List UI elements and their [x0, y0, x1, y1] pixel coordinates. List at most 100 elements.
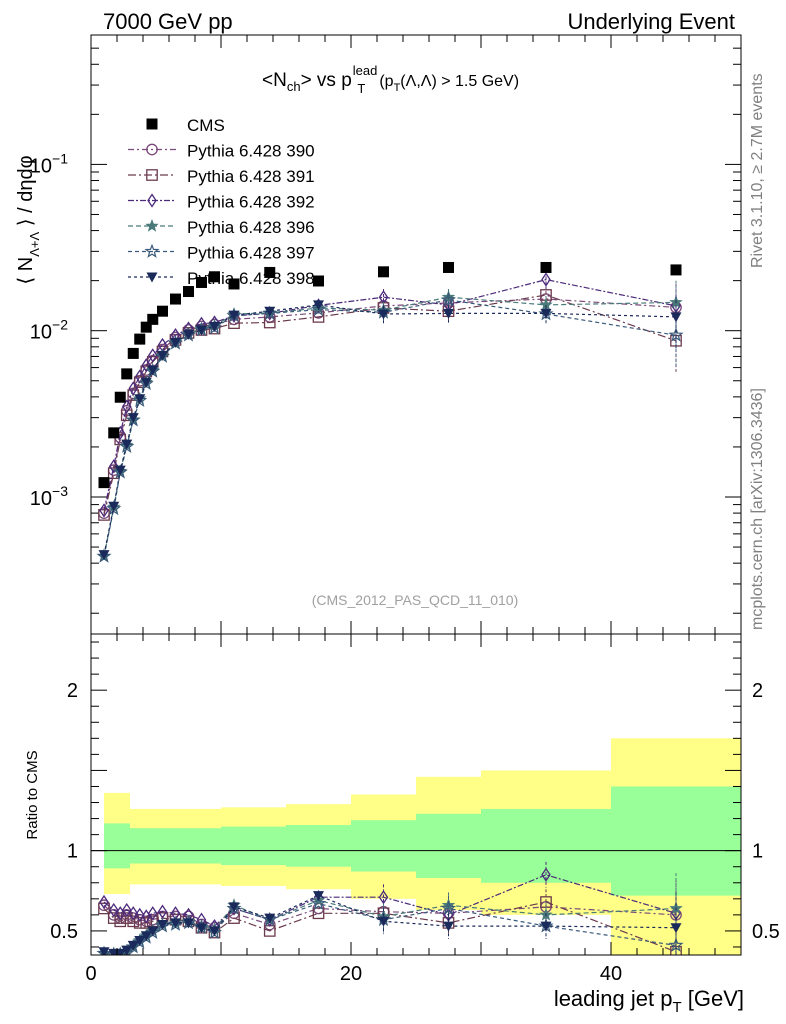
data-point [378, 309, 389, 320]
y-tick-label-ratio-right: 0.5 [752, 921, 780, 943]
side-label-top: Rivet 3.1.10, ≥ 2.7M events [749, 73, 766, 268]
data-point [378, 266, 389, 278]
ratio-point [134, 907, 145, 923]
data-point [310, 301, 327, 316]
y-tick-label-top: 10−1 [30, 150, 68, 177]
legend-marker [146, 143, 158, 156]
ratio-panel: 0 20 40 0.5 0.5 1 1 2 2 Ratio to CMS leading jet p… [24, 633, 780, 1016]
data-point [108, 459, 119, 474]
data-point [121, 439, 133, 450]
ratio-point [378, 890, 389, 905]
y-tick-label-ratio-left: 2 [67, 680, 78, 702]
x-tick-label: 20 [340, 963, 362, 985]
data-point [170, 337, 181, 348]
ratio-point [440, 900, 457, 915]
ratio-point [140, 917, 153, 929]
ratio-point [209, 926, 220, 937]
legend-label: CMS [187, 116, 225, 135]
data-point [443, 308, 454, 319]
ratio-point [540, 921, 552, 932]
data-point [196, 325, 207, 336]
legend-label: Pythia 6.428 396 [187, 218, 315, 237]
ratio-point [443, 921, 454, 932]
data-point [196, 276, 207, 288]
ratio-point [134, 936, 146, 947]
data-point [134, 394, 146, 405]
data-point [147, 365, 159, 376]
ratio-point [127, 915, 140, 928]
data-point [541, 272, 551, 287]
data-point [440, 292, 457, 307]
uncertainty-band-inner [104, 823, 130, 869]
data-point [141, 358, 152, 373]
data-point [183, 286, 194, 298]
data-point [121, 368, 133, 380]
data-point [127, 413, 139, 424]
bottom-frame [90, 633, 742, 956]
ratio-point [170, 918, 181, 929]
x-axis-label: leading jet pT [GeV] [554, 986, 744, 1016]
uncertainty-band-inner [416, 813, 481, 878]
legend-marker [145, 218, 159, 232]
ratio-point [670, 923, 682, 934]
ratio-point [121, 945, 133, 955]
uncertainty-band-inner [221, 826, 286, 866]
data-point [98, 477, 110, 489]
y-tick-label-ratio-right: 2 [752, 680, 763, 702]
data-point [441, 290, 456, 303]
y-axis-label: ⟨ NΛ+Λ ⟩ / dηdφ [15, 155, 42, 284]
ratio-point [228, 912, 240, 924]
legend-marker [147, 193, 157, 208]
ratio-point [310, 895, 327, 911]
data-point [128, 381, 139, 396]
y-tick-label-ratio-left: 1 [67, 841, 78, 863]
data-point [140, 321, 152, 333]
data-point [108, 501, 120, 512]
legend-label: Pythia 6.428 390 [187, 142, 315, 161]
data-point [228, 278, 240, 290]
ratio-point [264, 913, 276, 924]
uncertainty-band-inner [611, 786, 741, 896]
ratio-point [196, 923, 207, 934]
y-tick-label-top: 10−3 [30, 483, 68, 510]
uncertainty-band-inner [481, 808, 611, 883]
header-right: Underlying Event [567, 9, 735, 34]
data-point [540, 261, 552, 273]
series-line [103, 296, 677, 557]
side-label-bottom: mcplots.cern.ch [arXiv:1306.3436] [749, 388, 766, 630]
data-point [108, 427, 120, 439]
ratio-point [140, 931, 152, 942]
y-tick-label-top: 10−2 [30, 317, 68, 344]
ratio-point [128, 906, 139, 921]
header-left: 7000 GeV pp [103, 9, 233, 34]
data-point [170, 293, 181, 305]
data-point [313, 275, 324, 287]
uncertainty-band-inner [286, 824, 351, 867]
data-point [670, 312, 682, 323]
data-point [209, 271, 220, 283]
legend-label: Pythia 6.428 398 [187, 269, 315, 288]
ratio-point [114, 915, 127, 928]
ratio-point [147, 926, 159, 937]
data-point [98, 550, 110, 561]
data-point [263, 316, 276, 329]
data-point [443, 261, 454, 273]
data-point [99, 503, 109, 518]
data-point [264, 266, 276, 278]
data-point [157, 305, 168, 317]
y-tick-label-ratio-left: 0.5 [50, 921, 78, 943]
data-point [313, 300, 324, 311]
uncertainty-band-inner [351, 820, 416, 872]
ratio-point [183, 918, 194, 929]
data-point [540, 308, 552, 319]
ratio-point [127, 940, 139, 951]
legend-marker [144, 243, 160, 258]
legend-label: Pythia 6.428 397 [187, 244, 315, 263]
ratio-line [103, 874, 677, 927]
ratio-point [96, 945, 112, 955]
main-panel: 10−3 10−2 10−1⟨ NΛ+Λ ⟩ / dηdφ <Nch> vs plea… [15, 34, 742, 635]
analysis-watermark: (CMS_2012_PAS_QCD_11_010) [312, 592, 519, 608]
data-point [134, 369, 145, 384]
ratio-point [541, 867, 551, 882]
